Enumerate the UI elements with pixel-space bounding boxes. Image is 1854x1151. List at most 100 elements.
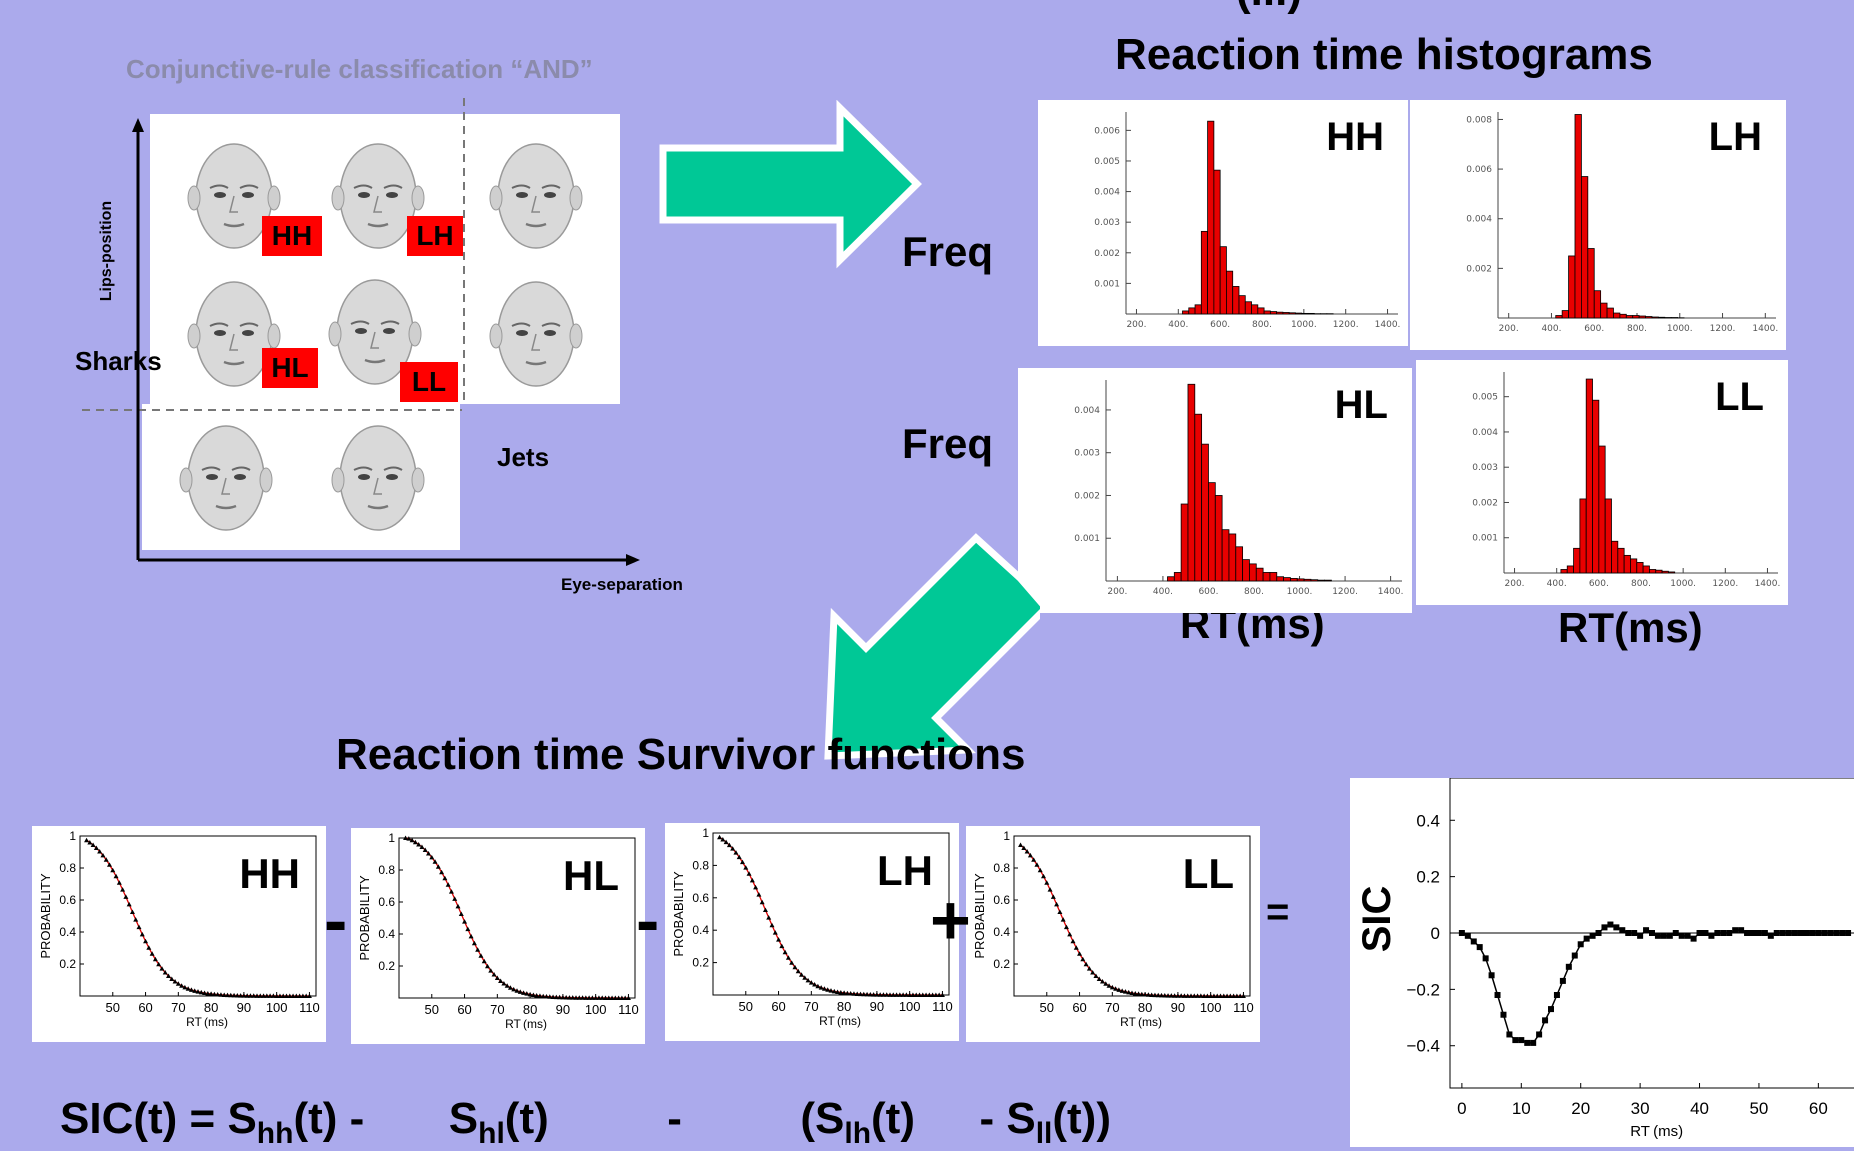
hist-bar — [1620, 314, 1626, 318]
face-tag-ll: LL — [400, 362, 458, 402]
surv-point — [776, 937, 781, 942]
surv-y-tick-label: 0.8 — [993, 861, 1010, 875]
hist-y-tick-label: 0.002 — [1466, 264, 1492, 274]
hist-bar — [1613, 313, 1619, 318]
hist-y-tick-label: 0.001 — [1074, 534, 1100, 544]
surv-point — [760, 900, 765, 905]
surv-point — [1054, 902, 1059, 907]
hist-y-tick-label: 0.002 — [1472, 498, 1498, 508]
sic-point — [1744, 930, 1750, 936]
hist-x-tick-label: 1000. — [1287, 587, 1313, 597]
hist-x-tick-label: 600. — [1589, 579, 1609, 589]
surv-point — [150, 951, 155, 956]
hist-bar — [1270, 312, 1276, 314]
sic-point — [1702, 930, 1708, 936]
hist-y-tick-label: 0.001 — [1472, 534, 1498, 544]
hist-bar — [1652, 317, 1658, 318]
surv-x-tick-label: 60 — [1072, 1000, 1086, 1015]
hist-y-tick-label: 0.006 — [1094, 126, 1120, 136]
surv-x-tick-label: 110 — [299, 1000, 320, 1015]
surv-point — [140, 932, 145, 937]
formula-sub-lh: lh — [844, 1117, 871, 1150]
hist-bar — [1325, 580, 1332, 581]
hist-bar — [1601, 303, 1607, 318]
hist-bar — [1195, 414, 1202, 581]
face-tag-hl: HL — [262, 348, 318, 388]
sic-line — [1462, 925, 1848, 1043]
surv-y-label: PROBABILITY — [38, 873, 53, 959]
surv-x-tick-label: 110 — [618, 1002, 639, 1017]
sic-point — [1578, 941, 1584, 947]
sic-point — [1774, 930, 1780, 936]
surv-x-tick-label: 100 — [899, 999, 921, 1014]
hist-bar — [1646, 317, 1652, 318]
surv-point — [114, 874, 119, 879]
hist-x-tick-label: 400. — [1547, 579, 1567, 589]
sic-point — [1560, 978, 1566, 984]
sic-point — [1756, 930, 1762, 936]
arrow-down-left-icon — [810, 530, 1040, 760]
hist-bar — [1302, 313, 1308, 314]
hist-bar — [1297, 579, 1304, 581]
surv-y-tick-label: 0.2 — [378, 959, 395, 973]
hist-bar — [1599, 446, 1605, 573]
surv-x-unit: (ms) — [1138, 1015, 1162, 1029]
histogram-hh: 0.0060.0050.0040.0030.0020.001200.400.60… — [1038, 100, 1408, 346]
sic-point — [1465, 933, 1471, 939]
sic-point — [1786, 930, 1792, 936]
formula-part1: SIC(t) = S — [60, 1094, 257, 1143]
surv-point — [469, 934, 474, 939]
hist-bar — [1611, 541, 1617, 573]
surv-point — [747, 871, 752, 876]
surv-x-tick-label: 70 — [171, 1000, 185, 1015]
sic-point — [1679, 933, 1685, 939]
sic-point — [1649, 930, 1655, 936]
surv-point — [1071, 939, 1076, 944]
hist-bar — [1318, 580, 1325, 581]
surv-point — [465, 927, 470, 932]
sic-x-tick-label: 50 — [1749, 1099, 1768, 1118]
surv-panel-label: LH — [877, 847, 933, 894]
surv-point — [1061, 917, 1066, 922]
sic-point — [1590, 933, 1596, 939]
hist-x-tick-label: 200. — [1505, 579, 1525, 589]
surv-x-tick-label: 90 — [870, 999, 884, 1014]
surv-point — [779, 944, 784, 949]
hist-y-tick-label: 0.003 — [1472, 463, 1498, 473]
surv-x-unit: (ms) — [204, 1015, 228, 1029]
sic-point — [1601, 924, 1607, 930]
surv-y-tick-label: 0.6 — [378, 895, 395, 909]
hist-bar — [1229, 534, 1236, 581]
sic-point — [1584, 936, 1590, 942]
hist-bar — [1284, 578, 1291, 581]
hist-x-tick-label: 200. — [1499, 324, 1519, 334]
surv-x-tick-label: 90 — [237, 1000, 251, 1015]
hist-bar — [1624, 555, 1630, 573]
hist-bar — [1311, 580, 1318, 581]
surv-x-tick-label: 90 — [556, 1002, 570, 1017]
hist-bar — [1649, 569, 1655, 573]
surv-x-tick-label: 110 — [1233, 1000, 1254, 1015]
freq-label-top: Freq — [902, 228, 993, 276]
hist-x-tick-label: 1000. — [1670, 579, 1696, 589]
surv-point — [475, 947, 480, 952]
histogram-hl: 0.0040.0030.0020.001200.400.600.800.1000… — [1018, 368, 1412, 613]
sic-point — [1637, 933, 1643, 939]
hist-bar — [1214, 170, 1220, 314]
hist-bar — [1263, 572, 1270, 581]
hist-x-tick-label: 1200. — [1333, 320, 1359, 330]
sic-y-tick-label: −0.2 — [1406, 980, 1440, 999]
surv-point — [770, 923, 775, 928]
sic-y-tick-label: 0.2 — [1416, 868, 1440, 887]
hist-panel-label: LH — [1709, 115, 1762, 159]
sic-point — [1500, 1012, 1506, 1018]
hist-bar — [1633, 316, 1639, 318]
sic-point — [1566, 964, 1572, 970]
hist-bar — [1290, 578, 1297, 581]
hist-bar — [1249, 564, 1256, 581]
operator-minus-1: - — [324, 880, 347, 960]
surv-x-tick-label: 110 — [932, 999, 953, 1014]
sic-point — [1762, 930, 1768, 936]
